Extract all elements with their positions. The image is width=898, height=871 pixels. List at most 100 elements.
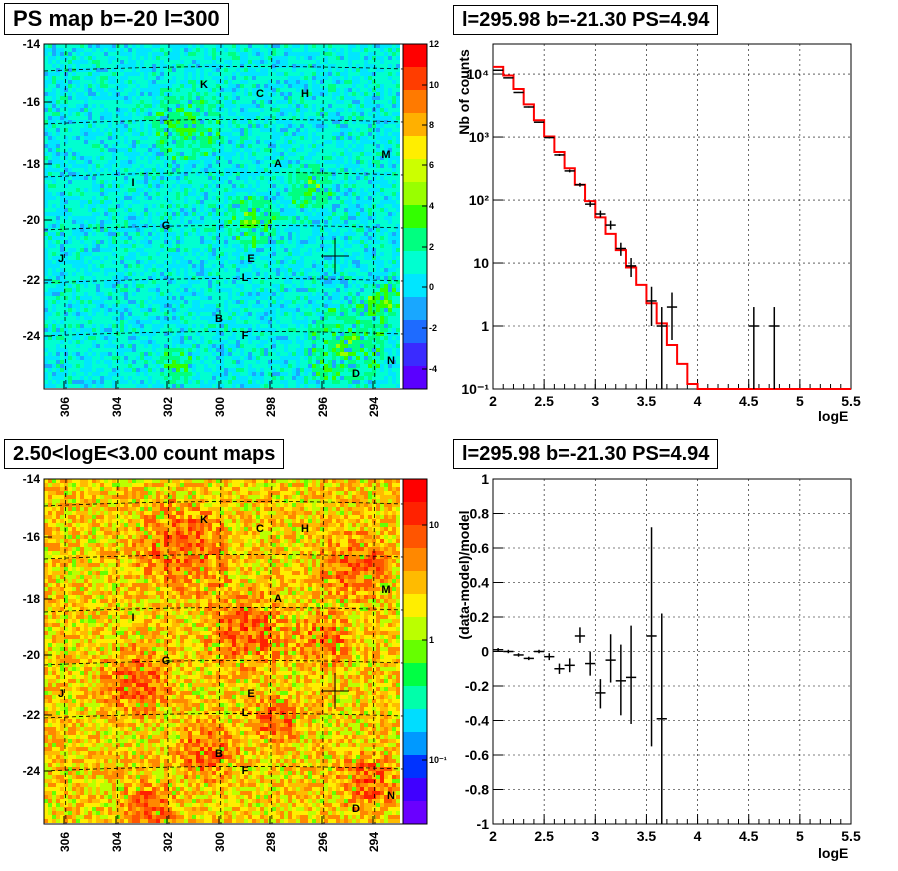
colorbar-tick-label: 6	[429, 160, 434, 170]
source-label: F	[242, 330, 249, 342]
map-lat-tick-label: -16	[23, 95, 41, 109]
colorbar-cell	[403, 343, 427, 367]
colorbar-cell	[403, 686, 427, 710]
source-label: M	[381, 584, 390, 596]
map-lat-tick-label: -14	[23, 472, 41, 486]
colorbar-frame	[402, 43, 428, 390]
source-label: G	[162, 220, 171, 232]
map-lon-tick-label: 304	[110, 832, 124, 852]
map-lat-tick-label: -14	[23, 37, 41, 51]
source-label: G	[162, 655, 171, 667]
map-lat-line	[43, 331, 404, 337]
colorbar-cell	[403, 44, 427, 68]
colorbar-tick-label: 0	[429, 282, 434, 292]
colorbar-tick-label: 10	[429, 520, 439, 530]
y-tick-label: 1	[481, 471, 489, 487]
map-lat-line	[43, 713, 404, 719]
map-pixels	[44, 44, 400, 388]
colorbar-cell	[403, 251, 427, 275]
map-lon-tick-label: 306	[58, 397, 72, 417]
x-tick-label: 2.5	[534, 393, 554, 409]
colorbar-cell	[403, 709, 427, 733]
map-lat-line	[43, 225, 404, 231]
model-step-line	[493, 65, 851, 390]
count-map-panel: 306 304 302 300 298 296 294 -14 -16 -18 -20 -22 -24 K…	[23, 472, 447, 852]
source-label: C	[256, 88, 264, 100]
map-lat-tick-label: -22	[23, 273, 41, 287]
source-label: B	[215, 748, 223, 760]
source-label: J	[58, 688, 64, 700]
spectrum-plot: 2 2.5 3 3.5 4 4.5 5 5.5 10⁴ 10³ 10² 10 1 10⁻¹ Nb of co…	[456, 43, 861, 409]
source-label: F	[242, 765, 249, 777]
source-label: E	[247, 688, 254, 700]
map-lon-tick-label: 296	[316, 397, 330, 417]
residual-title: l=295.98 b=-21.30 PS=4.94	[453, 439, 719, 469]
map-lat-line	[43, 278, 404, 284]
map-coord-grid	[43, 478, 404, 825]
x-tick-label: 3	[591, 828, 599, 844]
map-lat-tick-label: -16	[23, 530, 41, 544]
map-lat-line	[43, 66, 404, 72]
x-tick-label: 5	[796, 393, 804, 409]
y-tick-label: 10⁻¹	[461, 381, 489, 397]
source-label: K	[200, 79, 208, 91]
map-lon-line	[270, 43, 273, 390]
x-tick-label: 5.5	[841, 828, 861, 844]
x-tick-label: 3	[591, 393, 599, 409]
x-tick-label: 5	[796, 828, 804, 844]
y-tick-label: 0.2	[470, 609, 490, 625]
map-lon-line	[167, 43, 170, 390]
colorbar-tick-label: 10	[429, 80, 439, 90]
colorbar-frame	[402, 478, 428, 825]
map-lon-tick-label: 294	[367, 397, 381, 417]
colorbar-cell	[403, 732, 427, 756]
map-lon-tick-label: 304	[110, 397, 124, 417]
colorbar-tick-label: 1	[429, 635, 434, 645]
y-tick-label: -0.2	[465, 678, 489, 694]
map-lat-tick-label: -22	[23, 708, 41, 722]
x-tick-label: 4.5	[739, 828, 759, 844]
colorbar-cell	[403, 228, 427, 252]
x-tick-label: 4	[694, 828, 702, 844]
x-tick-label: 3.5	[637, 828, 657, 844]
source-label: I	[131, 177, 134, 189]
colorbar-cell	[403, 205, 427, 229]
source-label: A	[274, 593, 282, 605]
source-label: E	[247, 253, 254, 265]
x-tick-label: 2.5	[534, 828, 554, 844]
colorbar-tick-label: 8	[429, 120, 434, 130]
map-lat-line	[43, 607, 404, 613]
colorbar-tick-label: 12	[429, 39, 439, 49]
source-label: D	[352, 803, 360, 815]
ps-map-title: PS map b=-20 l=300	[4, 3, 229, 35]
y-tick-label: -0.6	[465, 747, 489, 763]
colorbar-cell	[403, 801, 427, 825]
colorbar-cell	[403, 755, 427, 779]
source-label: L	[242, 707, 249, 719]
map-lat-tick-label: -18	[23, 592, 41, 606]
map-lat-line	[43, 119, 404, 125]
spectrum-xlabel: logE	[818, 408, 849, 424]
map-lon-tick-label: 300	[213, 397, 227, 417]
x-tick-label: 2	[489, 393, 497, 409]
map-lat-line	[43, 172, 404, 178]
source-label: I	[131, 612, 134, 624]
y-tick-label: 10⁴	[467, 66, 490, 82]
map-lon-tick-label: 298	[264, 397, 278, 417]
map-lon-tick-label: 306	[58, 832, 72, 852]
source-label: M	[381, 149, 390, 161]
map-lon-tick-label: 298	[264, 832, 278, 852]
colorbar-tick-label: -2	[429, 323, 437, 333]
map-lon-line	[322, 478, 325, 825]
map-lon-tick-label: 302	[161, 832, 175, 852]
map-lon-tick-label: 302	[161, 397, 175, 417]
map-lon-line	[116, 478, 119, 825]
colorbar-cell	[403, 502, 427, 526]
y-tick-label: -0.8	[465, 782, 489, 798]
map-lat-tick-label: -20	[23, 648, 41, 662]
colorbar-cell	[403, 548, 427, 572]
map-lon-line	[219, 478, 222, 825]
x-tick-label: 3.5	[637, 393, 657, 409]
map-lon-line	[116, 43, 119, 390]
